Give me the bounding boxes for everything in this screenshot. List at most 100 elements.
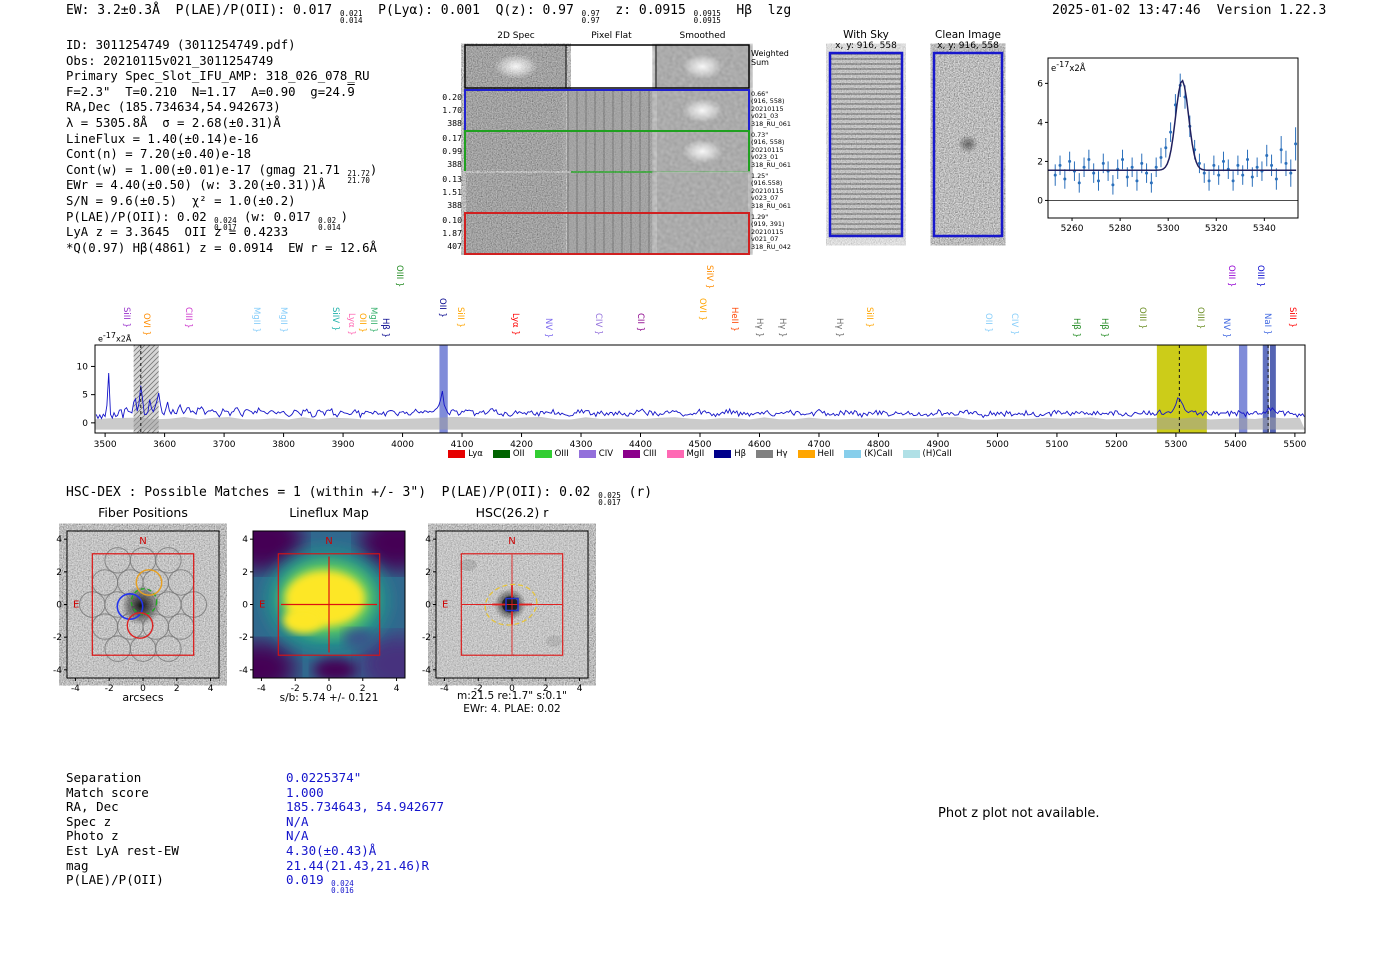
text-segment: (w: 0.017 [236,209,319,224]
gfx-shape [932,51,1004,238]
text-segment: 21.44(21.43,21.46)R [286,857,429,873]
legend-swatch [623,450,641,458]
text-segment: z: 0.0915 [599,3,694,18]
data-point [1053,173,1057,177]
legend-label: HeII [817,449,835,459]
tick-label: 2 [56,568,62,578]
note-line: 20210115 [751,227,784,236]
smoothed-strip [657,214,748,253]
legend-item: CIII [623,449,657,459]
north-marker: N [508,536,515,547]
gfx-shape [359,531,405,571]
data-point [1289,171,1293,175]
tick-label: -4 [239,666,248,676]
data-point [1197,161,1201,165]
legend-swatch [492,450,510,458]
tick-label: 5000 [986,440,1009,450]
text-segment: λ = 5305.8Å σ = 2.68(±0.31)Å [66,115,281,130]
gfx-shape [682,54,723,79]
metric-value: 0.13 [442,174,462,184]
extent-box [91,553,195,656]
tick-label: -4 [71,684,80,694]
highlight-band [439,345,448,433]
gfx-shape [657,173,748,212]
tick-label: 5320 [1205,224,1228,234]
cutout-metrics: 0.13 1.51 388 [438,173,462,212]
legend-swatch [797,450,815,458]
frac-upper: 0.021 [339,9,363,18]
text-segment: Hβ lzg [720,3,792,18]
fiber-circle [155,635,182,662]
legend-label: (K)CaII [864,449,893,459]
text-segment: 4.30(±0.43)Å [286,842,377,858]
gfx-shape [466,173,566,212]
match-field-value: 4.30(±0.43)Å [286,843,376,858]
match-field-label: RA, Dec [66,799,119,815]
cutout-metrics: 0.20 1.70 388 [438,91,462,130]
match-field-label: Photo z [66,828,119,844]
match-field-value: N/A [286,814,309,829]
tick-label: -2 [105,684,114,694]
note-line: 318_RU_061 [751,201,791,210]
detection-info-block: ID: 3011254749 (3011254749.pdf) Obs: 2021… [66,38,377,256]
tick-label: -2 [291,684,300,694]
data-point [1063,177,1067,181]
unit-suffix: x2Å [1069,63,1086,74]
main-unit-label: e-17x2Å [98,331,131,344]
match-field-value: 0.019 0.024 0.016 [286,872,354,894]
frac-upper: 21.72 [347,168,370,178]
match-field-label: P(LAE)/P(OII) [66,872,164,888]
legend-item: (H)CaII [902,449,952,459]
text-segment: 0.019 [286,872,332,888]
match-field-value: 1.000 [286,785,324,800]
match-field-label: Separation [66,770,142,785]
gfx-shape [283,607,323,634]
legend-swatch [448,450,466,458]
hsc-panel-title: HSC(26.2) r [475,505,549,520]
gfx-shape [466,214,566,253]
frac-upper: 0.024 [331,879,354,889]
tick-label: 4100 [451,440,474,450]
note-line: 318_RU_061 [751,160,791,169]
text-segment: RA,Dec (185.734634,54.942673) [66,100,281,115]
text-segment: EWr = 4.40(±0.50) (w: 3.20(±0.31))Å [66,178,326,193]
info-line: ID: 3011254749 (3011254749.pdf) [66,38,377,54]
stacked-fraction: 0.024 0.016 [331,879,354,895]
text-segment: F=2.3" T=0.210 N=1.17 A=0.90 g=24. [66,84,348,99]
tick-label: -4 [257,684,266,694]
highlight-band [1238,345,1248,433]
tick-label: 4 [1037,118,1043,128]
overline-text: 9 [347,84,355,99]
legend-swatch [534,450,552,458]
tick-label: 4500 [689,440,712,450]
tick-label: 4 [56,535,62,545]
gfx-shape [494,54,538,79]
frac-upper: 0.024 [214,215,237,225]
clean-image-coords: x, y: 916, 558 [937,41,999,51]
tick-label: 0 [509,684,515,694]
stacked-fraction: 0.0915 0.0915 [694,10,721,25]
note-line: (916.558) [751,179,783,188]
gaussian-fit-curve [1048,79,1297,171]
legend-item: Lyα [448,449,483,459]
text-segment: HSC-DEX : Possible Matches = 1 (within +… [66,485,599,500]
tick-label: 4 [577,684,583,694]
legend-item: OII [492,449,525,459]
tick-label: 5200 [1105,440,1128,450]
gfx-shape [682,98,723,123]
data-point [1130,165,1134,169]
text-segment: ID: 3011254749 (3011254749.pdf) [66,38,296,52]
text-segment: Obs: 20210115v021_3011254749 [66,53,274,68]
gfx-shape [313,658,357,678]
data-point [1145,171,1149,175]
match-field-label: Match score [66,784,149,800]
tick-label: 2 [174,684,180,694]
metric-value: 388 [447,200,462,210]
text-segment: P(Lyα): 0.001 Q(z): 0.97 [362,3,582,18]
tick-label: 5500 [1283,440,1306,450]
tick-label: 2 [360,684,366,694]
data-point [1096,179,1100,183]
summary-header: EW: 3.2±0.3Å P(LAE)/P(OII): 0.017 0.021 0… [66,3,791,24]
metric-value: 0.99 [442,146,462,156]
